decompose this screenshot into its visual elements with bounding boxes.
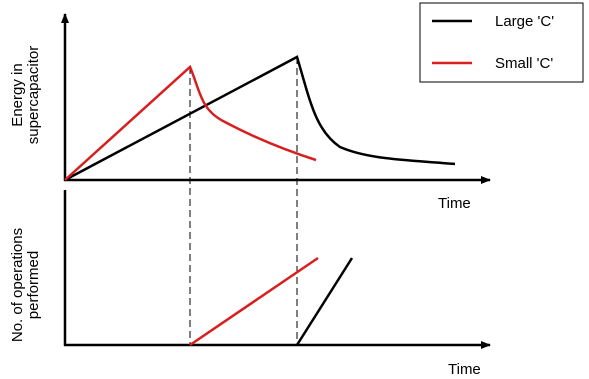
y-axis-label: supercapacitor xyxy=(25,46,42,144)
x-axis-label: Time xyxy=(448,361,481,378)
small-c-operations-line xyxy=(189,256,319,347)
legend-label: Small 'C' xyxy=(495,55,553,72)
y-axis-label: performed xyxy=(25,251,42,319)
y-axis-label: No. of operations xyxy=(9,228,26,342)
x-axis-label: Time xyxy=(438,195,471,212)
large-c-energy-curve xyxy=(64,55,456,182)
small-c-energy-curve xyxy=(64,64,317,181)
legend-box xyxy=(419,2,584,83)
large-c-operations-line xyxy=(295,257,354,346)
y-axis-label: Energy in xyxy=(9,63,26,126)
legend-label: Large 'C' xyxy=(495,13,554,30)
